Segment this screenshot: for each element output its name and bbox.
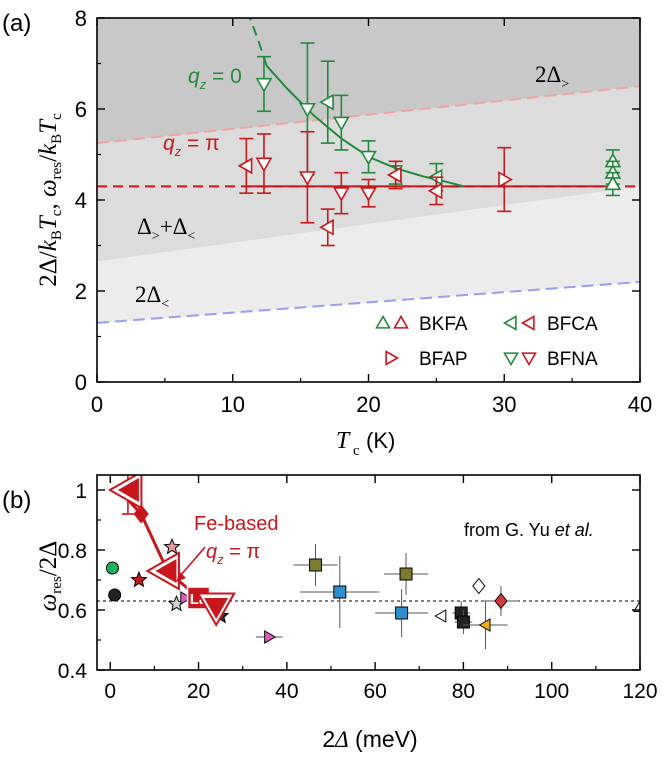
- cuprate-data-point: [334, 586, 346, 598]
- panel-a-xlabel-sub: c: [353, 443, 360, 459]
- legend-label: BFCA: [547, 314, 598, 335]
- source-annotation: from G. Yu et al.: [464, 520, 594, 540]
- cuprate-data-point: [479, 619, 490, 631]
- y-tick-label: 1: [75, 480, 87, 503]
- panel-a: 0 10 20 30 40 0 2 4 6 8 (a) 2Δ/kBTc, ωres/kBTc T …: [2, 6, 652, 459]
- y-tick-label: 0.8: [58, 540, 87, 563]
- panel-a-y-axis-title: 2Δ/kBTc, ωres/kBTc: [35, 113, 65, 287]
- x-tick-label: 10: [221, 392, 245, 417]
- y-tick-label: 8: [75, 6, 87, 31]
- x-tick-label: 40: [628, 392, 652, 417]
- cuprate-data-point: [457, 616, 469, 628]
- y-tick-label: 6: [75, 97, 87, 122]
- fe-based-qz-label: qz = π: [206, 541, 260, 567]
- panel-a-label: (a): [2, 10, 31, 37]
- x-tick-label: 100: [534, 680, 569, 703]
- panel-b-xlabel: 2Δ (meV): [322, 726, 417, 752]
- legend-label: BFAP: [419, 349, 468, 370]
- fe-based-label: Fe-based: [194, 513, 279, 535]
- panel-a-xlabel-unit: (K): [366, 428, 395, 453]
- panel-b-axes: 0 20 40 60 80 100 120 0.4 0.6 0.8 1: [58, 475, 658, 703]
- legend-label: BFNA: [547, 349, 598, 370]
- panel-b-data-points: La: [106, 466, 646, 649]
- fe-based-arrow: [178, 547, 205, 578]
- legend-label: BKFA: [419, 314, 468, 335]
- x-tick-label: 20: [187, 680, 210, 703]
- panel-b-y-axis-title: ωres/2Δ: [35, 541, 65, 612]
- cuprate-data-point: [435, 610, 446, 622]
- cuprate-data-point: [400, 568, 412, 580]
- y-tick-label: 0.6: [58, 600, 87, 623]
- x-tick-label: 20: [356, 392, 380, 417]
- y-tick-label: 4: [75, 188, 87, 213]
- cuprate-data-point: [310, 559, 322, 571]
- panel-b-label: (b): [2, 487, 31, 514]
- x-tick-label: 30: [492, 392, 516, 417]
- cuprate-data-point: [396, 607, 408, 619]
- y-tick-label: 0.4: [58, 660, 88, 683]
- y-tick-label: 0: [75, 370, 87, 395]
- x-tick-label: 0: [91, 392, 103, 417]
- x-tick-label: 60: [363, 680, 386, 703]
- panel-b-ylabel: ωres/2Δ: [35, 541, 65, 612]
- cuprate-data-point: [165, 539, 180, 553]
- cuprate-data-point: [132, 572, 147, 586]
- x-tick-label: 120: [622, 680, 657, 703]
- qz-zero-label: qz = 0: [188, 65, 242, 92]
- cuprate-data-point: [106, 562, 118, 574]
- x-tick-label: 40: [275, 680, 298, 703]
- panel-b: La 0 20 40 60 80 100 120 0.4 0.6 0.8 1 (b) ωres/2Δ…: [2, 466, 658, 752]
- cuprate-data-point: [109, 589, 121, 601]
- x-tick-label: 80: [452, 680, 475, 703]
- panel-a-xlabel: T: [336, 428, 351, 454]
- cuprate-data-point: [473, 579, 485, 594]
- x-tick-label: 0: [104, 680, 116, 703]
- qz-pi-label: qz = π: [163, 132, 220, 159]
- panel-a-ylabel: 2Δ/kBTc, ωres/kBTc: [35, 113, 65, 287]
- cuprate-data-point: [265, 631, 276, 643]
- cuprate-data-point: [495, 594, 507, 609]
- panel-a-x-axis-title: T c (K): [336, 428, 395, 459]
- y-tick-label: 2: [75, 279, 87, 304]
